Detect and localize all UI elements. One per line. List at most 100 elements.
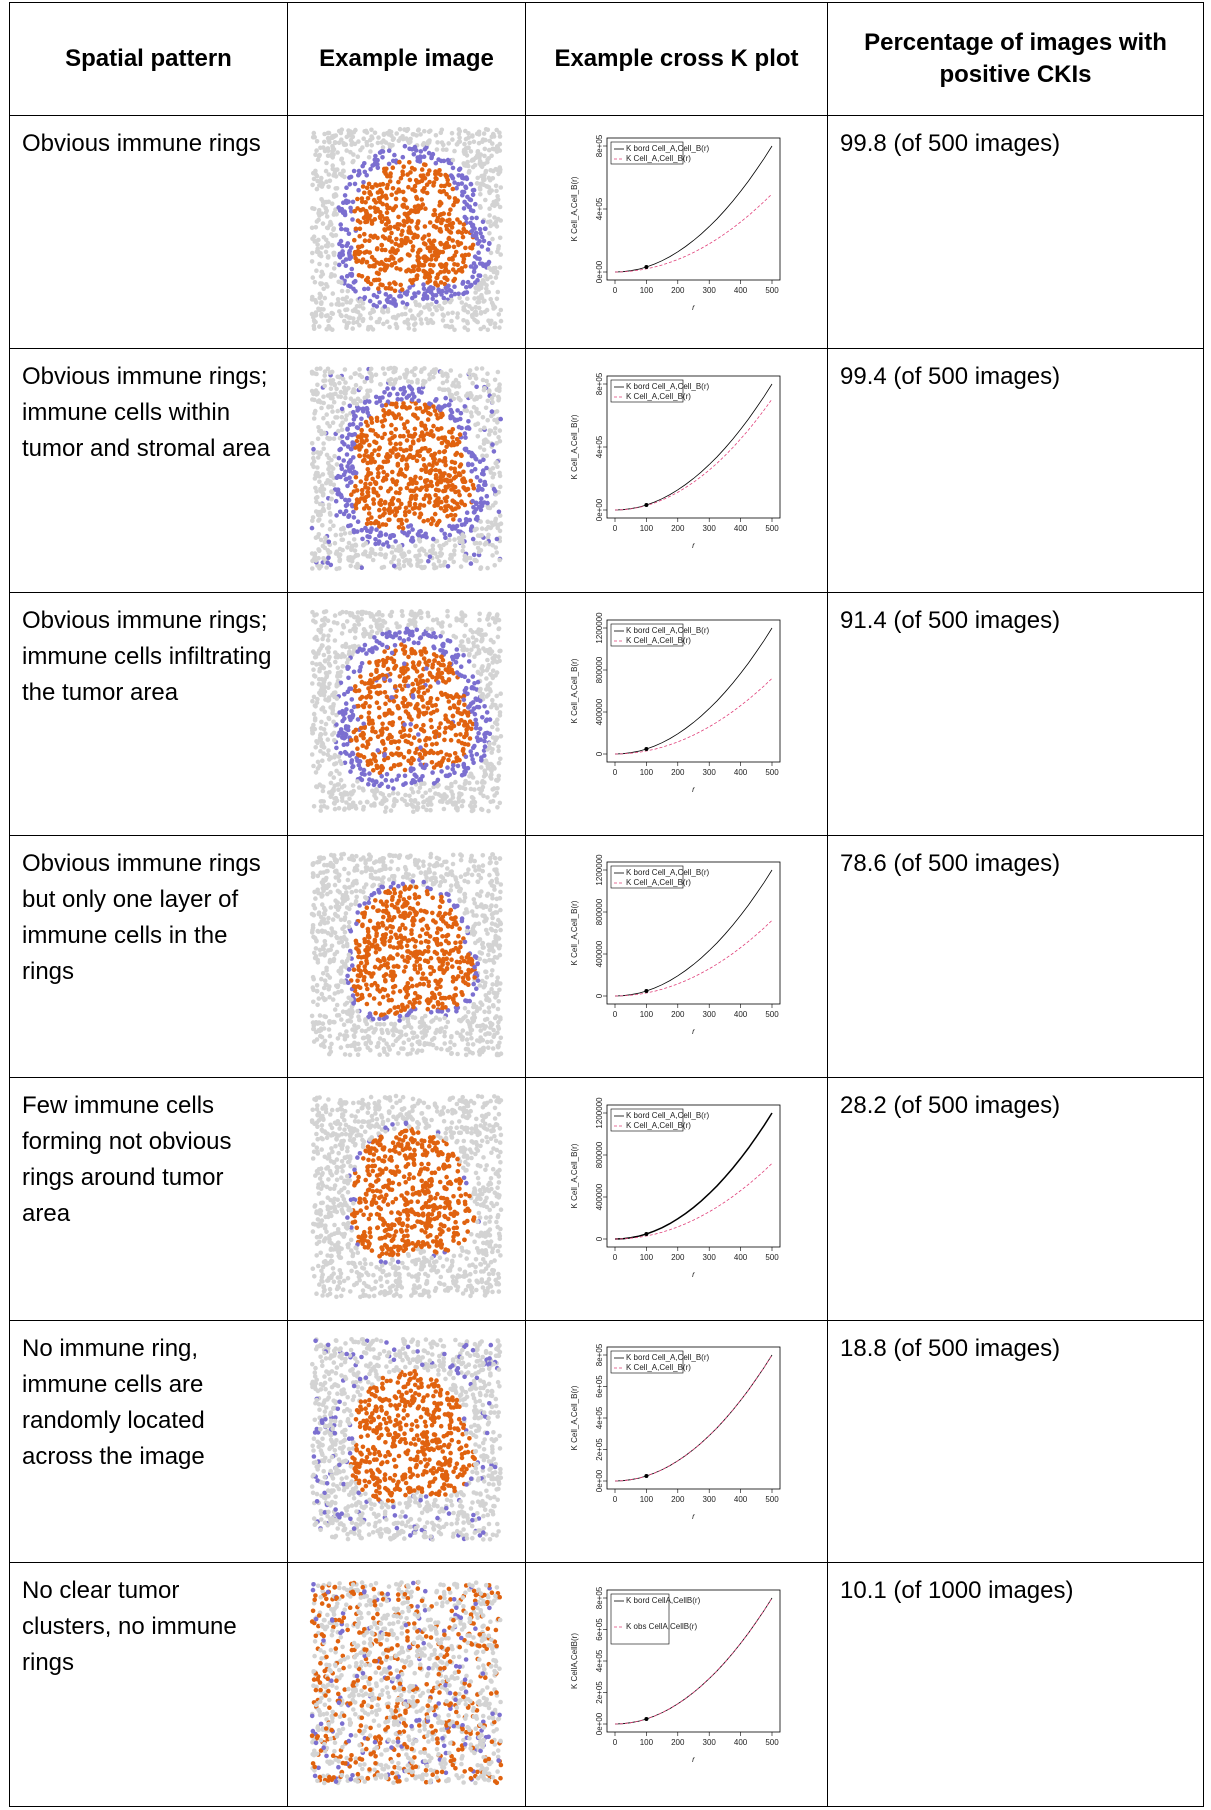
- cell-dot: [431, 618, 436, 623]
- cell-dot: [481, 457, 486, 462]
- cell-dot: [419, 467, 424, 472]
- cell-dot: [470, 524, 475, 529]
- cell-dot: [368, 918, 373, 923]
- cell-dot: [434, 276, 439, 281]
- cell-dot: [373, 431, 378, 436]
- cell-dot: [419, 433, 424, 438]
- cell-dot: [413, 321, 418, 326]
- cell-dot: [460, 501, 465, 506]
- cell-dot: [329, 781, 334, 786]
- cell-dot: [422, 503, 427, 508]
- cell-dot: [491, 132, 496, 137]
- cell-dot: [344, 701, 349, 706]
- cell-dot: [484, 465, 489, 470]
- cell-dot: [327, 645, 332, 650]
- cell-dot: [431, 536, 436, 541]
- cell-dot: [393, 513, 398, 518]
- cell-dot: [490, 399, 495, 404]
- cell-dot: [340, 427, 345, 432]
- cell-dot: [387, 282, 392, 287]
- cell-dot: [460, 773, 465, 778]
- cell-dot: [391, 496, 396, 501]
- curve-observed: [615, 678, 772, 754]
- cell-dot: [445, 614, 450, 619]
- cell-dot: [450, 131, 455, 136]
- cell-dot: [403, 676, 408, 681]
- cell-dot: [467, 371, 472, 376]
- cell-dot: [478, 445, 483, 450]
- cell-dot: [353, 626, 358, 631]
- cell-dot: [395, 391, 400, 396]
- cell-dot: [452, 705, 457, 710]
- cell-dot: [342, 806, 347, 811]
- cell-dot: [315, 983, 320, 988]
- cell-dot: [343, 367, 348, 372]
- cell-dot: [391, 533, 396, 538]
- cell-dot: [476, 670, 481, 675]
- cell-dot: [475, 131, 480, 136]
- cell-dot: [419, 649, 424, 654]
- cell-dot: [419, 174, 424, 179]
- cell-dot: [462, 206, 467, 211]
- cell-dot: [328, 519, 333, 524]
- cell-dot: [487, 213, 492, 218]
- cell-dot: [464, 162, 469, 167]
- cell-dot: [361, 610, 366, 615]
- cell-dot: [393, 632, 398, 637]
- cell-dot: [350, 267, 355, 272]
- cell-dot: [342, 472, 347, 477]
- x-tick-label: 300: [702, 768, 716, 777]
- cell-dot: [479, 807, 484, 812]
- cell-dot: [474, 406, 479, 411]
- cell-dot: [376, 286, 381, 291]
- cell-dot: [362, 542, 367, 547]
- cell-dot: [358, 227, 363, 232]
- cell-dot: [312, 416, 317, 421]
- cell-dot: [350, 160, 355, 165]
- cell-dot: [336, 787, 341, 792]
- cell-dot: [326, 748, 331, 753]
- cell-dot: [369, 192, 374, 197]
- cell-dot: [472, 655, 477, 660]
- cell-dot: [333, 261, 338, 266]
- cell-dot: [334, 532, 339, 537]
- cell-dot: [490, 280, 495, 285]
- cell-dot: [392, 153, 397, 158]
- cell-dot: [353, 432, 358, 437]
- cell-dot: [377, 261, 382, 266]
- cell-dot: [369, 282, 374, 287]
- cell-dot: [466, 419, 471, 424]
- cell-dot: [390, 544, 395, 549]
- cell-dot: [348, 422, 353, 427]
- cell-dot: [426, 139, 431, 144]
- cell-dot: [460, 253, 465, 258]
- cell-dot: [413, 145, 418, 150]
- cell-dot: [380, 419, 385, 424]
- cell-dot: [381, 469, 386, 474]
- cell-dot: [320, 211, 325, 216]
- cell-dot: [499, 319, 504, 324]
- cell-dot: [359, 479, 364, 484]
- cell-dot: [371, 327, 376, 332]
- cell-dot: [462, 703, 467, 708]
- cell-dot: [493, 488, 498, 493]
- cell-dot: [399, 552, 404, 557]
- cell-dot: [441, 642, 446, 647]
- cell-dot: [460, 804, 465, 809]
- cell-dot: [377, 706, 382, 711]
- cell-dot: [380, 149, 385, 154]
- cell-dot: [440, 140, 445, 145]
- cell-dot: [383, 620, 388, 625]
- cell-dot: [453, 418, 458, 423]
- cell-dot: [494, 460, 499, 465]
- cell-dot: [432, 208, 437, 213]
- cell-dot: [355, 408, 360, 413]
- cell-dot: [388, 171, 393, 176]
- cell-dot: [387, 295, 392, 300]
- cell-dot: [332, 801, 337, 806]
- cell-dot: [469, 787, 474, 792]
- cell-dot: [344, 417, 349, 422]
- cell-dot: [425, 627, 430, 632]
- cell-dot: [322, 610, 327, 615]
- cell-dot: [324, 238, 329, 243]
